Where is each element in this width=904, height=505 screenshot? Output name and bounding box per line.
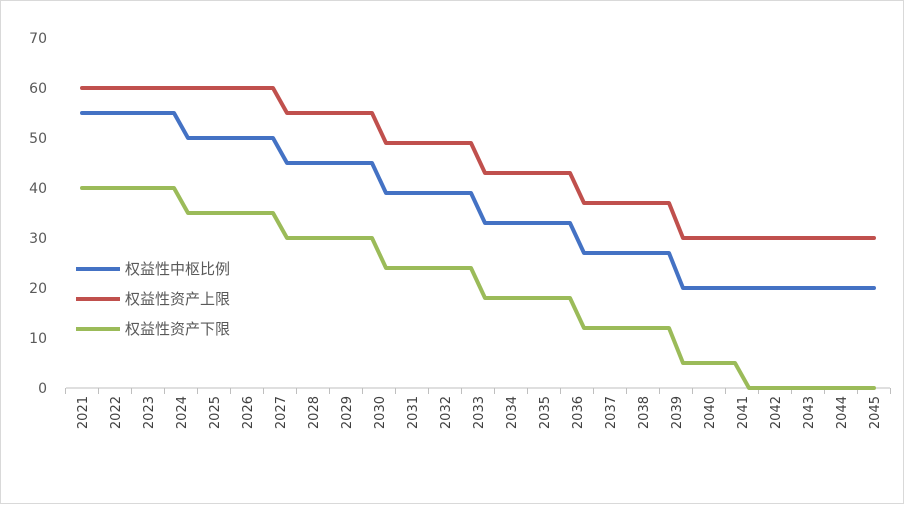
x-tick-label: 2042 [769,396,784,429]
x-tick-label: 2035 [538,396,553,429]
x-tick-label: 2030 [373,396,388,429]
y-tick-label: 30 [29,231,47,247]
x-tick-label: 2022 [109,396,124,429]
x-tick-label: 2025 [208,396,223,429]
x-tick-label: 2029 [340,396,355,429]
x-tick-label: 2044 [835,396,850,429]
legend-label-1: 权益性资产上限 [125,290,230,308]
x-tick-label: 2045 [868,396,883,429]
x-tick-label: 2033 [472,396,487,429]
x-tick-label: 2037 [604,396,619,429]
x-tick-label: 2021 [76,396,91,429]
x-tick-label: 2032 [439,396,454,429]
y-tick-label: 20 [29,281,47,297]
series-line-2 [80,186,876,390]
series-line-1 [80,86,876,240]
y-tick-label: 60 [29,81,47,97]
legend-label-2: 权益性资产下限 [125,320,230,338]
x-tick-label: 2023 [142,396,157,429]
x-tick-label: 2028 [307,396,322,429]
x-tick-label: 2036 [571,396,586,429]
x-tick-label: 2031 [406,396,421,429]
x-tick-label: 2040 [703,396,718,429]
series-line-0 [80,111,876,290]
x-tick-label: 2024 [175,396,190,429]
y-tick-label: 40 [29,181,47,197]
x-tick-label: 2038 [637,396,652,429]
y-tick-label: 0 [38,381,47,397]
x-tick-label: 2041 [736,396,751,429]
legend-label-0: 权益性中枢比例 [125,260,230,278]
series-lines [80,86,876,390]
x-tick-label: 2027 [274,396,289,429]
y-axis-ticks: 0 10 20 30 40 50 60 70 [29,31,47,397]
x-tick-label: 2026 [241,396,256,429]
x-tick-label: 2034 [505,396,520,429]
y-tick-label: 70 [29,31,47,47]
y-tick-label: 10 [29,331,47,347]
x-axis-ticks: 2021 2022 2023 2024 2025 2026 2027 2028 2029 2030… [65,388,891,429]
x-tick-label: 2039 [670,396,685,429]
x-tick-label: 2043 [802,396,817,429]
y-tick-label: 50 [29,131,47,147]
